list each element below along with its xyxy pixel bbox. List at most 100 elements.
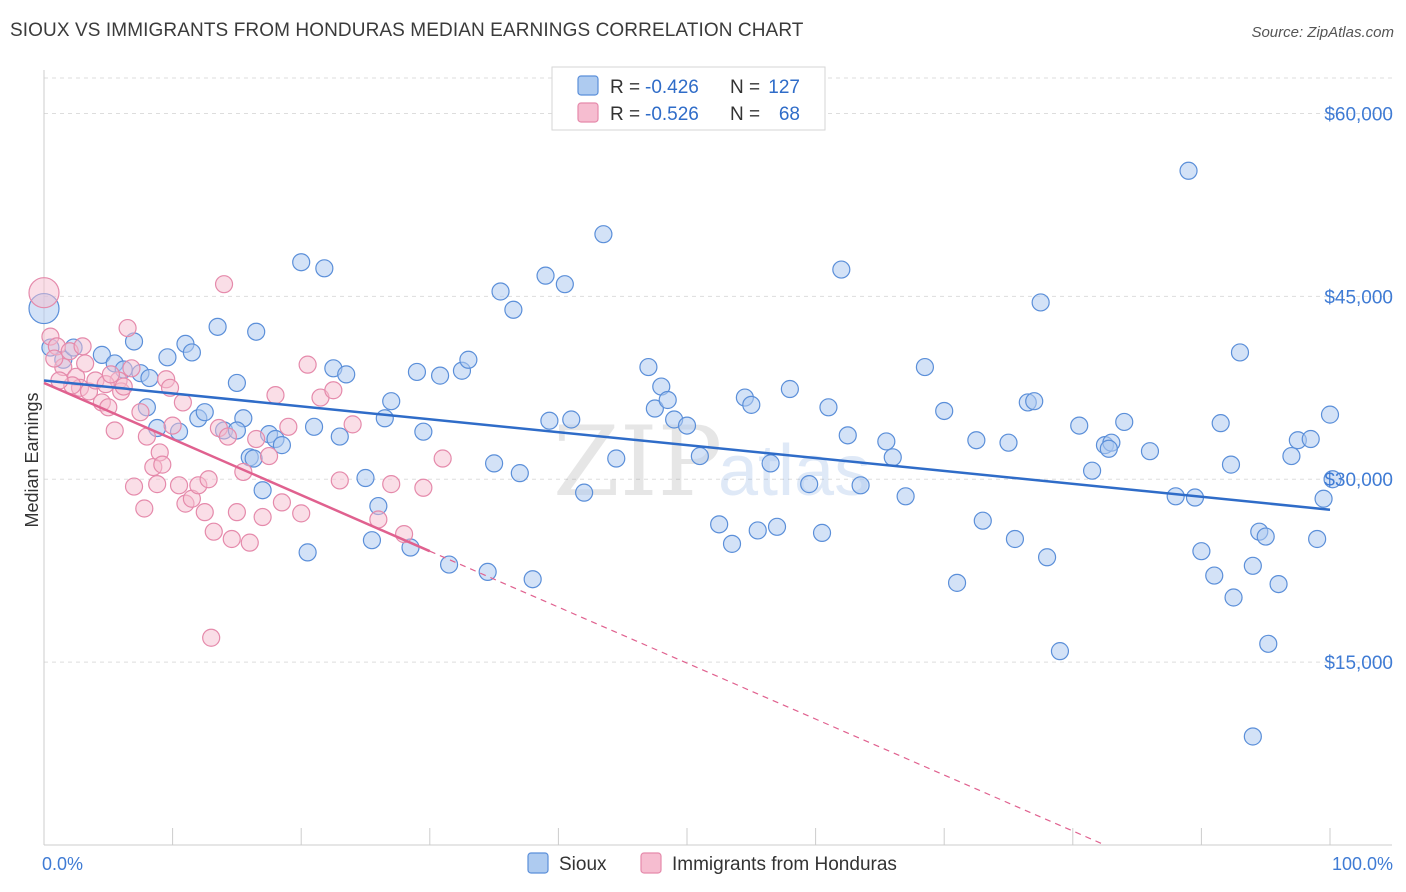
honduras-point (343, 415, 362, 434)
sioux-point (407, 362, 427, 382)
sioux-point (414, 422, 433, 441)
honduras-point (247, 429, 266, 449)
sioux-point (947, 573, 967, 592)
sioux-point (999, 433, 1018, 452)
stats-n-label-sioux: N = (730, 77, 760, 98)
chart-source: Source: ZipAtlas.com (1251, 24, 1394, 41)
sioux-point (1192, 542, 1211, 561)
sioux-point (896, 487, 915, 506)
honduras-point (266, 386, 285, 405)
sioux-point (292, 253, 311, 272)
honduras-point (222, 529, 241, 549)
honduras-point (199, 470, 218, 489)
sioux-point (800, 475, 819, 494)
sioux-point (1243, 727, 1262, 746)
sioux-point (1256, 527, 1275, 546)
sioux-point (722, 534, 742, 553)
sioux-point (382, 392, 401, 411)
sioux-point (780, 379, 799, 399)
stats-legend-swatch-honduras (577, 102, 599, 123)
sioux-point (645, 399, 664, 418)
sioux-point (362, 531, 382, 550)
legend-swatch-sioux (527, 852, 549, 874)
honduras-point (131, 403, 150, 422)
bottom-legend: Sioux Immigrants from Honduras (527, 852, 897, 875)
sioux-point (523, 570, 542, 589)
sioux-point (1099, 439, 1118, 458)
sioux-point (540, 411, 559, 430)
honduras-point (240, 533, 259, 552)
honduras-point (45, 349, 64, 368)
honduras-point (324, 381, 343, 400)
stats-r-label-honduras: R = (610, 104, 640, 125)
sioux-point (1259, 634, 1278, 653)
stats-legend: R = -0.426 N = 127 R = -0.526 N = 68 (551, 66, 826, 131)
legend-swatch-honduras (640, 852, 662, 874)
honduras-points (28, 275, 452, 647)
honduras-point (135, 499, 154, 518)
sioux-point (851, 476, 870, 495)
honduras-trend-line (43, 381, 431, 553)
honduras-point (114, 377, 133, 396)
sioux-point (1140, 442, 1160, 461)
stats-legend-swatch-sioux (577, 75, 599, 96)
honduras-point (163, 416, 182, 435)
honduras-point (118, 318, 137, 338)
honduras-point (253, 507, 272, 527)
sioux-point (182, 343, 201, 362)
legend-label-sioux: Sioux (559, 854, 607, 875)
sioux-point (1025, 392, 1044, 411)
sioux-point (1314, 489, 1333, 508)
honduras-point (122, 359, 141, 378)
sioux-point (478, 562, 497, 581)
sioux-point (536, 266, 555, 285)
sioux-point (272, 436, 292, 455)
honduras-point (73, 337, 92, 356)
sioux-point (748, 521, 767, 540)
stats-n-value-sioux: 127 (768, 77, 800, 98)
sioux-point (594, 225, 613, 244)
sioux-point (140, 368, 159, 388)
sioux-point (504, 300, 523, 319)
sioux-point (195, 403, 214, 422)
sioux-point (812, 523, 832, 542)
sioux-point (1179, 161, 1198, 180)
sioux-point (1166, 487, 1185, 506)
sioux-point (1211, 414, 1230, 433)
honduras-point (195, 503, 214, 522)
sioux-point (1243, 556, 1262, 575)
sioux-point (607, 449, 626, 468)
sioux-point (356, 468, 375, 488)
sioux-point (832, 260, 851, 279)
stats-n-label-honduras: N = (730, 104, 760, 125)
x-tick-label-max: 100.0% (1332, 854, 1393, 874)
honduras-point (204, 522, 223, 541)
honduras-point (272, 493, 292, 512)
sioux-point (1050, 642, 1070, 661)
watermark: ZIP atlas (553, 406, 870, 518)
sioux-point (208, 317, 227, 336)
sioux-point (1037, 548, 1057, 567)
sioux-point (1082, 461, 1102, 480)
honduras-trend-extension (429, 550, 1106, 846)
honduras-point (218, 427, 237, 446)
sioux-point (92, 345, 111, 364)
trend-lines (43, 379, 1331, 846)
sioux-point (1230, 343, 1250, 362)
y-tick-label: $15,000 (1324, 653, 1393, 674)
sioux-point (967, 431, 986, 450)
x-tick-marks (43, 828, 1331, 845)
sioux-point (158, 348, 177, 367)
honduras-point (292, 504, 311, 523)
sioux-point (1320, 405, 1340, 424)
sioux-point (639, 357, 658, 377)
sioux-point (1005, 529, 1025, 549)
sioux-point (658, 390, 677, 410)
sioux-point (1205, 566, 1224, 585)
watermark-atlas: atlas (718, 431, 870, 511)
sioux-point (491, 282, 510, 301)
honduras-point (76, 354, 95, 373)
honduras-point (214, 275, 234, 294)
sioux-point (439, 555, 459, 574)
